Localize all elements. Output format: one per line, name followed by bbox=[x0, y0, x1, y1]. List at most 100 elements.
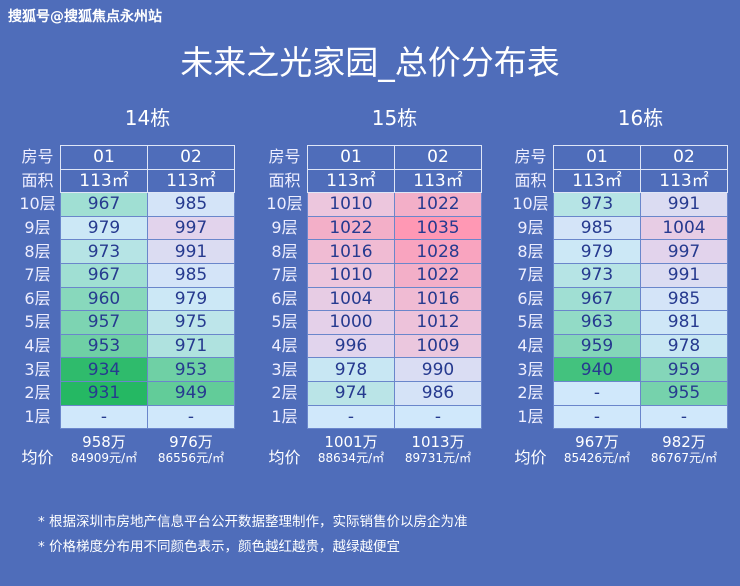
price-cell: - bbox=[60, 404, 148, 430]
floor-label: 8层 bbox=[517, 241, 544, 261]
building-name: 16栋 bbox=[617, 106, 664, 130]
floor-row: 3层 978 990 bbox=[262, 357, 482, 382]
floor-row: 1层 - - bbox=[262, 404, 482, 430]
floor-label: 10层 bbox=[19, 194, 56, 214]
avg-price: 967万 85426元/㎡ bbox=[553, 433, 641, 466]
price-cell: - bbox=[640, 404, 728, 430]
price-cell: 940 bbox=[553, 357, 641, 382]
price-cell: 991 bbox=[640, 262, 728, 288]
price-cell: 979 bbox=[60, 215, 148, 241]
price-cell: 967 bbox=[553, 286, 641, 312]
avg-label: 均价 bbox=[514, 448, 547, 467]
floor-label: 1层 bbox=[24, 406, 51, 426]
floor-label: 5层 bbox=[271, 312, 298, 332]
price-cell: 974 bbox=[307, 380, 395, 406]
building-name: 14栋 bbox=[124, 106, 171, 130]
watermark: 搜狐号@搜狐焦点永州站 bbox=[8, 9, 162, 25]
avg-total: 982万 bbox=[662, 433, 706, 451]
price-cell: 963 bbox=[553, 310, 641, 335]
avg-price: 1013万 89731元/㎡ bbox=[394, 433, 482, 466]
avg-label: 均价 bbox=[268, 448, 301, 467]
floor-label: 9层 bbox=[517, 218, 544, 238]
row-label: 面积 bbox=[514, 170, 547, 190]
floor-row: 10层 973 991 bbox=[508, 192, 728, 217]
floor-row: 10层 967 985 bbox=[15, 192, 235, 217]
avg-unit-price: 89731元/㎡ bbox=[404, 451, 472, 465]
floor-label: 9层 bbox=[24, 218, 51, 238]
floor-label: 5层 bbox=[24, 312, 51, 332]
floor-label: 2层 bbox=[24, 383, 51, 403]
floor-label: 9层 bbox=[271, 218, 298, 238]
price-cell: 1010 bbox=[307, 192, 395, 217]
unit-number: 01 bbox=[553, 145, 641, 170]
floor-label: 2层 bbox=[271, 383, 298, 403]
price-cell: 985 bbox=[147, 262, 235, 288]
average-row: 均价 1001万 88634元/㎡ 1013万 89731元/㎡ bbox=[262, 434, 502, 474]
price-cell: 985 bbox=[147, 192, 235, 217]
avg-total: 967万 bbox=[575, 433, 619, 451]
price-cell: 990 bbox=[394, 357, 482, 382]
header-row: 房号 01 02 bbox=[15, 145, 235, 170]
floor-label: 5层 bbox=[517, 312, 544, 332]
avg-total: 958万 bbox=[82, 433, 126, 451]
price-cell: 1035 bbox=[394, 215, 482, 241]
unit-number: 02 bbox=[147, 145, 235, 170]
price-table: 房号 01 02 面积 113㎡ 113㎡ 10层 973 991 9层 985 1004 8层 979 9… bbox=[508, 145, 728, 430]
price-cell: - bbox=[553, 380, 641, 406]
floor-label: 4层 bbox=[517, 336, 544, 356]
floor-row: 3层 934 953 bbox=[15, 357, 235, 382]
price-cell: 960 bbox=[60, 286, 148, 312]
price-cell: 997 bbox=[640, 239, 728, 264]
price-cell: 1022 bbox=[394, 262, 482, 288]
floor-row: 10层 1010 1022 bbox=[262, 192, 482, 217]
floor-row: 1层 - - bbox=[508, 404, 728, 430]
floor-row: 5层 1000 1012 bbox=[262, 310, 482, 335]
floor-row: 6层 1004 1016 bbox=[262, 286, 482, 312]
row-label: 房号 bbox=[21, 147, 54, 167]
header-row: 房号 01 02 bbox=[262, 145, 482, 170]
unit-number: 02 bbox=[640, 145, 728, 170]
footnotes: * 根据深圳市房地产信息平台公开数据整理制作，实际销售价以房企为准 * 价格梯度… bbox=[38, 510, 468, 560]
floor-row: 7层 1010 1022 bbox=[262, 262, 482, 288]
avg-unit-price: 85426元/㎡ bbox=[563, 451, 631, 465]
unit-area: 113㎡ bbox=[640, 168, 728, 194]
floor-row: 4层 959 978 bbox=[508, 333, 728, 359]
price-cell: 973 bbox=[60, 239, 148, 264]
floor-row: 9层 1022 1035 bbox=[262, 215, 482, 241]
unit-area: 113㎡ bbox=[307, 168, 395, 194]
row-label: 面积 bbox=[21, 170, 54, 190]
price-cell: 1028 bbox=[394, 239, 482, 264]
row-label: 房号 bbox=[514, 147, 547, 167]
floor-label: 10层 bbox=[512, 194, 549, 214]
floor-row: 8层 979 997 bbox=[508, 239, 728, 264]
unit-number: 02 bbox=[394, 145, 482, 170]
unit-area: 113㎡ bbox=[147, 168, 235, 194]
unit-area: 113㎡ bbox=[553, 168, 641, 194]
price-cell: 1004 bbox=[640, 215, 728, 241]
avg-unit-price: 84909元/㎡ bbox=[70, 451, 138, 465]
unit-area: 113㎡ bbox=[394, 168, 482, 194]
floor-label: 1层 bbox=[517, 406, 544, 426]
floor-row: 6层 960 979 bbox=[15, 286, 235, 312]
avg-price: 976万 86556元/㎡ bbox=[147, 434, 235, 466]
price-cell: 973 bbox=[553, 192, 641, 217]
avg-total: 1013万 bbox=[411, 433, 465, 451]
row-label: 面积 bbox=[268, 170, 301, 190]
floor-label: 7层 bbox=[271, 265, 298, 285]
price-cell: 1010 bbox=[307, 262, 395, 288]
floor-row: 5层 963 981 bbox=[508, 310, 728, 335]
price-cell: 978 bbox=[640, 333, 728, 359]
floor-label: 7层 bbox=[24, 265, 51, 285]
price-table: 房号 01 02 面积 113㎡ 113㎡ 10层 1010 1022 9层 1022 1035 8层 1… bbox=[262, 145, 482, 430]
price-cell: 934 bbox=[60, 357, 148, 382]
price-cell: - bbox=[394, 404, 482, 430]
price-cell: 957 bbox=[60, 310, 148, 335]
price-cell: - bbox=[147, 404, 235, 430]
floor-label: 2层 bbox=[517, 383, 544, 403]
floor-row: 7层 973 991 bbox=[508, 262, 728, 288]
avg-unit-price: 86767元/㎡ bbox=[650, 451, 718, 465]
floor-row: 6层 967 985 bbox=[508, 286, 728, 312]
area-row: 面积 113㎡ 113㎡ bbox=[15, 168, 235, 194]
floor-label: 6层 bbox=[517, 288, 544, 308]
floor-label: 8层 bbox=[271, 241, 298, 261]
